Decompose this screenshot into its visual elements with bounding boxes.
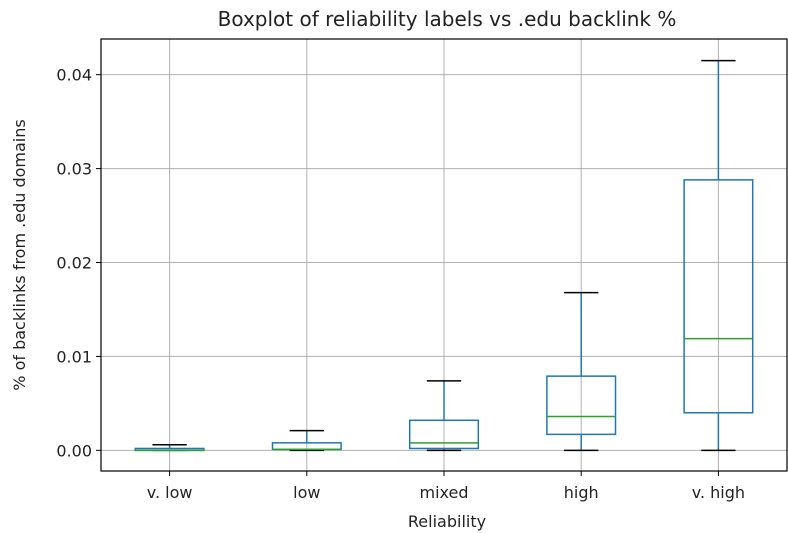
iqr-box — [546, 375, 617, 436]
y-tick-label: 0.02 — [56, 254, 92, 273]
y-axis-label: % of backlinks from .edu domains — [10, 119, 29, 390]
box-high — [546, 291, 617, 452]
box-low — [271, 429, 342, 452]
box-mixed — [408, 380, 480, 452]
x-tick-label: v. low — [147, 483, 193, 502]
x-axis-label: Reliability — [408, 512, 486, 531]
x-tick-label: v. high — [692, 483, 745, 502]
y-tick-label: 0.04 — [56, 66, 92, 85]
x-tick-label: low — [293, 483, 320, 502]
ticks-layer: 0.00 0.01 0.02 0.03 0.04 v. low low mixed high v.… — [56, 66, 745, 502]
boxes-layer — [134, 59, 754, 452]
y-tick-label: 0.00 — [56, 441, 92, 460]
iqr-box — [408, 419, 480, 450]
box-vhigh — [683, 59, 754, 452]
chart-title: Boxplot of reliability labels vs .edu ba… — [218, 7, 677, 31]
grid-layer — [101, 39, 787, 471]
x-tick-label: high — [564, 483, 599, 502]
box-vlow — [134, 443, 205, 452]
iqr-box — [683, 179, 754, 414]
x-tick-label: mixed — [419, 483, 468, 502]
y-tick-label: 0.03 — [56, 160, 92, 179]
y-tick-label: 0.01 — [56, 347, 92, 366]
